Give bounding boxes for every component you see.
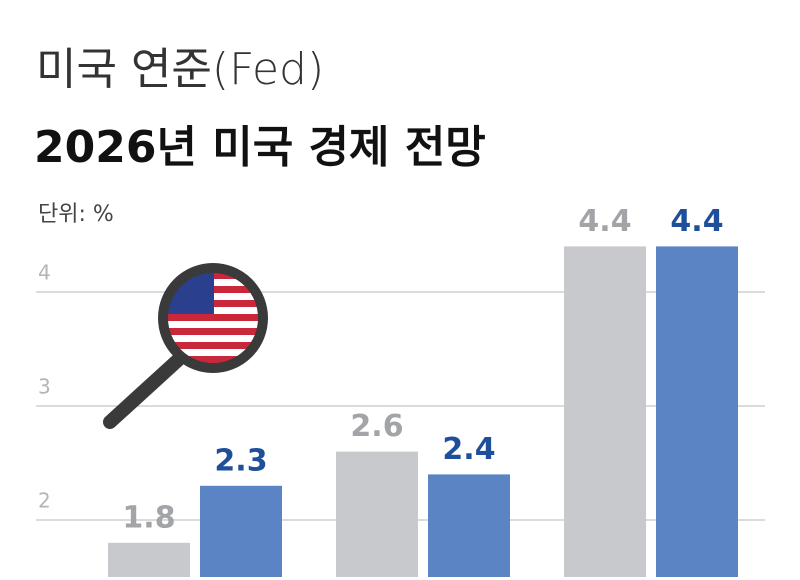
y-tick-label: 2	[38, 489, 51, 513]
chart-subtitle: 미국 연준(Fed)	[36, 44, 324, 95]
bar	[564, 246, 646, 577]
value-label: 2.3	[214, 443, 267, 478]
value-label: 4.4	[670, 204, 723, 239]
bar	[200, 485, 282, 577]
y-tick-label: 4	[38, 261, 51, 285]
bar	[428, 474, 510, 577]
y-tick-label: 3	[38, 375, 51, 399]
value-label: 1.8	[122, 500, 175, 535]
value-label: 2.6	[350, 409, 403, 444]
value-label: 4.4	[578, 204, 631, 239]
value-label: 2.4	[442, 432, 495, 467]
chart-title: 2026년 미국 경제 전망	[34, 122, 486, 173]
unit-label: 단위: %	[38, 202, 114, 227]
bar	[336, 451, 418, 577]
bar	[656, 246, 738, 577]
magnifier-icon	[103, 263, 268, 429]
bar	[108, 542, 190, 577]
bars: 1.8 2.6 4.4 2.3 2.4 4.4	[108, 204, 738, 577]
